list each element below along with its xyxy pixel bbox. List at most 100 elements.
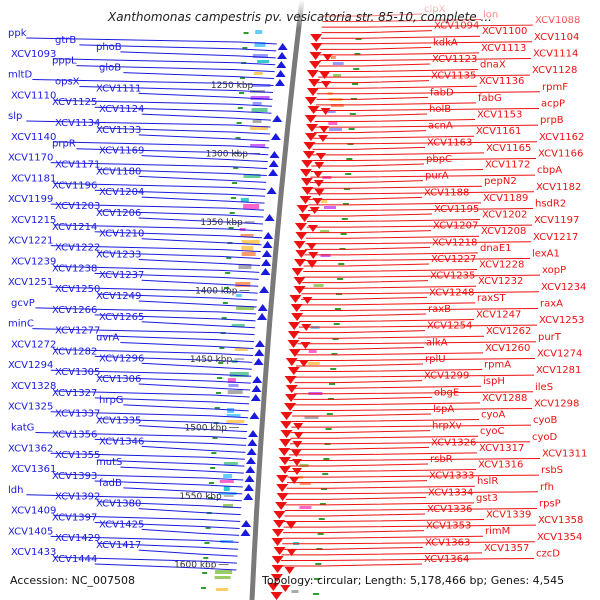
gene-label-fadb: fadB [99, 478, 122, 489]
right-strand-arrow [307, 261, 318, 268]
gene-label-xcv1328: XCV1328 [11, 381, 56, 392]
right-strand-arrow [314, 189, 325, 196]
gene-label-xcv1425: XCV1425 [99, 519, 144, 530]
gene-label-dnax: dnaX [480, 60, 506, 71]
feature-block [252, 102, 262, 105]
leader-line [94, 397, 250, 405]
leader-line [307, 213, 433, 217]
leader-line [94, 521, 240, 529]
gene-label-xcv1334: XCV1334 [428, 487, 473, 498]
feature-block [226, 414, 241, 417]
gene-label-xcv1221: XCV1221 [8, 236, 53, 247]
gene-label-xcv1214: XCV1214 [52, 222, 97, 233]
leader-line [292, 402, 481, 406]
gene-label-xcv1125: XCV1125 [52, 97, 97, 108]
gene-label-xcv1250: XCV1250 [55, 284, 100, 295]
leader-line [53, 556, 238, 564]
left-strand-arrow [266, 187, 277, 194]
leader-line [318, 69, 479, 73]
right-strand-arrow [295, 250, 308, 258]
leader-line [303, 269, 478, 273]
right-strand-arrow [286, 549, 297, 556]
gene-label-xcv1195: XCV1195 [434, 204, 479, 215]
accession-text: Accession: NC_007508 [10, 574, 136, 587]
gene-label-xcv1135: XCV1135 [431, 71, 476, 82]
leader-line [50, 245, 261, 253]
left-strand-arrow [252, 376, 263, 383]
minor-tick-mark [228, 227, 234, 229]
right-strand-arrow [291, 450, 302, 457]
feature-block [223, 474, 233, 478]
leader-line [141, 196, 265, 204]
gene-label-xcv1260: XCV1260 [485, 343, 530, 354]
leader-line [32, 328, 255, 336]
right-strand-arrow [304, 97, 317, 105]
minor-tick-mark [212, 437, 218, 439]
right-strand-arrow [313, 180, 324, 187]
leader-line [123, 404, 249, 412]
leader-line [295, 363, 424, 367]
leader-line [291, 424, 532, 428]
leader-line [141, 445, 246, 453]
left-strand-arrow [246, 448, 257, 455]
gene-label-hrpxv: hrpXv [432, 421, 462, 432]
gene-label-rsbr: rsbR [430, 454, 453, 465]
leader-line [94, 231, 262, 239]
leader-line [284, 507, 538, 511]
right-strand-arrow [322, 54, 333, 61]
right-strand-arrow [300, 342, 311, 349]
right-strand-arrow [280, 430, 293, 438]
right-strand-arrow [270, 592, 283, 600]
leader-line [293, 396, 433, 400]
gene-label-xcv1327: XCV1327 [52, 388, 97, 399]
left-strand-arrow [268, 169, 279, 176]
feature-block [313, 284, 324, 287]
leader-line [295, 369, 483, 373]
leader-line [97, 210, 264, 218]
leader-line [290, 430, 431, 434]
left-strand-arrow [272, 115, 283, 122]
gene-label-xcv1353: XCV1353 [426, 521, 471, 532]
leader-line [306, 224, 533, 228]
leader-line [53, 182, 266, 190]
gene-label-xcv1380: XCV1380 [96, 499, 141, 510]
minor-tick-mark [352, 83, 359, 85]
leader-line [304, 257, 531, 261]
gene-label-xcv1392: XCV1392 [55, 492, 100, 503]
gene-label-fabd: fabD [430, 87, 454, 98]
feature-block [252, 84, 271, 87]
ruler-label-1350-kbp: 1350 kbp [200, 218, 243, 228]
gene-label-uvra: uvrA [96, 333, 119, 344]
left-strand-arrow [251, 385, 262, 392]
gene-label-xcv1277: XCV1277 [55, 326, 100, 337]
gene-label-xcv1405: XCV1405 [8, 526, 53, 537]
gene-label-pppl: pppL [52, 56, 77, 67]
right-strand-arrow [307, 106, 320, 114]
minor-tick-mark [202, 572, 208, 574]
feature-block [304, 416, 319, 419]
right-strand-arrow [276, 484, 289, 492]
minor-tick-mark [349, 113, 356, 115]
right-strand-arrow [291, 313, 304, 321]
gene-label-xcv1165: XCV1165 [486, 143, 531, 154]
leader-line [289, 441, 531, 445]
minor-tick-mark [326, 413, 333, 415]
leader-line [301, 291, 540, 295]
minor-tick-mark [223, 287, 229, 289]
right-strand-arrow [306, 88, 319, 96]
right-strand-arrow [287, 340, 300, 348]
gene-label-xcv1251: XCV1251 [8, 277, 53, 288]
leader-line [53, 348, 253, 356]
leader-line [289, 446, 430, 450]
left-leader-line-layer [26, 37, 277, 571]
leader-line [97, 376, 251, 384]
leader-line [306, 230, 432, 234]
leader-line [294, 385, 482, 389]
leader-line [76, 65, 275, 73]
leader-line [297, 346, 425, 350]
gene-label-pura: purA [425, 171, 449, 182]
gene-label-xcv1196: XCV1196 [52, 180, 97, 191]
leader-line [310, 169, 484, 173]
leader-line [292, 413, 432, 417]
right-strand-arrow [304, 115, 317, 123]
